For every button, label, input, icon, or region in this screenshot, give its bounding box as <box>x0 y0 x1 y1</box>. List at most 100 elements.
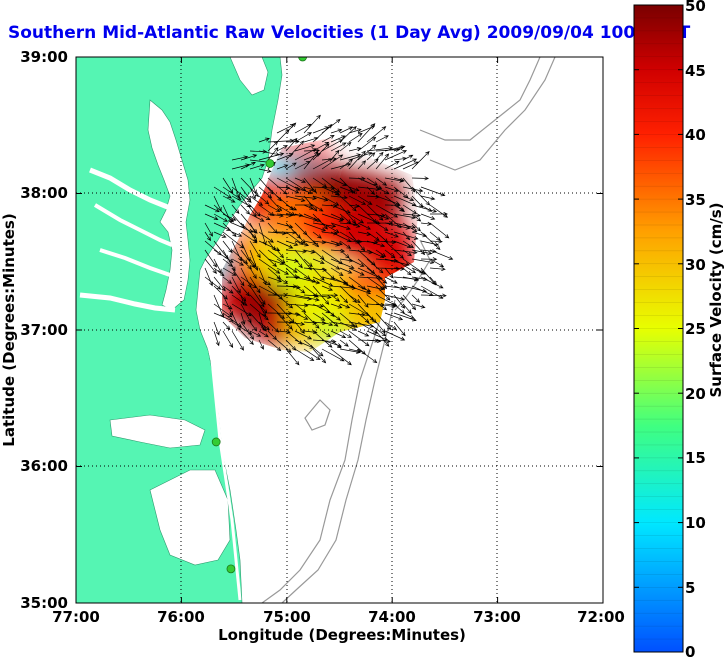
velocity-arrow <box>321 195 340 206</box>
velocity-arrow <box>312 231 322 239</box>
velocity-arrow <box>303 204 314 210</box>
velocity-arrow <box>420 293 447 298</box>
colorbar-tick-label: 50 <box>685 0 706 15</box>
velocity-arrow <box>231 276 241 294</box>
velocity-arrow <box>411 294 421 303</box>
velocity-arrow <box>258 137 270 143</box>
velocity-arrow <box>222 204 232 224</box>
velocity-arrow <box>249 276 261 294</box>
velocity-arrow <box>366 312 377 324</box>
velocity-arrow <box>312 195 329 202</box>
y-tick-label: 36:00 <box>20 457 68 475</box>
velocity-arrow <box>402 303 412 314</box>
velocity-arrow <box>330 267 344 276</box>
velocity-arrow <box>366 258 384 274</box>
velocity-arrow <box>294 240 310 247</box>
velocity-arrow <box>258 330 269 338</box>
velocity-arrow <box>303 222 327 232</box>
velocity-arrow <box>402 222 418 233</box>
y-tick-labels: 39:00 38:00 37:00 36:00 35:00 <box>20 48 68 612</box>
velocity-arrow <box>357 303 375 322</box>
velocity-arrow <box>348 150 366 170</box>
velocity-arrow <box>411 231 428 238</box>
velocity-arrow <box>411 303 426 309</box>
velocity-arrow <box>222 240 233 254</box>
velocity-arrow <box>249 303 269 321</box>
velocity-arrow <box>375 195 401 206</box>
velocity-arrow <box>330 248 346 253</box>
velocity-arrow <box>258 204 275 217</box>
velocity-arrow <box>357 285 372 292</box>
velocity-arrow <box>366 294 388 311</box>
x-tick-label: 75:00 <box>263 608 311 626</box>
velocity-arrow <box>303 231 320 248</box>
velocity-arrow <box>339 339 349 347</box>
delaware-bay <box>229 57 269 96</box>
velocity-arrow <box>411 258 435 265</box>
velocity-arrow <box>339 294 349 304</box>
velocity-arrow <box>294 148 317 161</box>
velocity-arrow <box>357 312 370 323</box>
velocity-arrow <box>330 162 352 170</box>
colorbar-tick-label: 30 <box>685 256 706 274</box>
velocity-arrow <box>312 312 326 321</box>
velocity-arrow <box>213 276 226 292</box>
velocity-arrow <box>348 128 362 134</box>
velocity-arrow <box>357 222 372 230</box>
velocity-arrow <box>384 312 404 321</box>
velocity-arrow <box>231 267 245 287</box>
velocity-arrow <box>303 186 315 192</box>
velocity-arrow <box>312 330 333 348</box>
velocity-arrow <box>402 204 418 215</box>
velocity-arrow <box>429 258 445 268</box>
velocity-arrow <box>267 140 279 152</box>
velocity-arrow <box>411 204 438 213</box>
velocity-arrow <box>294 294 320 302</box>
york-river <box>99 248 171 277</box>
velocity-arrow <box>402 186 424 193</box>
colorbar-band-lines <box>634 17 683 640</box>
velocity-arrow <box>348 132 363 143</box>
velocity-arrow <box>330 128 343 134</box>
velocity-arrow <box>375 204 399 218</box>
velocity-arrow <box>402 231 411 241</box>
velocity-arrow <box>348 186 360 192</box>
velocity-arrow <box>294 312 309 320</box>
velocity-arrow <box>321 321 334 327</box>
velocity-arrow <box>330 204 351 214</box>
velocity-arrow <box>213 213 228 222</box>
velocity-arrow <box>240 231 258 244</box>
velocity-arrow <box>276 267 289 275</box>
velocity-arrow <box>276 222 294 229</box>
velocity-arrow <box>330 142 347 152</box>
velocity-arrow <box>258 321 270 331</box>
velocity-arrow <box>339 153 362 161</box>
velocity-arrow <box>330 195 348 200</box>
velocity-arrow <box>249 240 261 259</box>
velocity-arrow <box>339 276 349 287</box>
y-tick-label: 39:00 <box>20 48 68 66</box>
velocity-arrow <box>420 240 440 247</box>
velocity-arrow <box>420 204 433 212</box>
velocity-arrow <box>303 213 322 222</box>
velocity-arrow <box>303 151 319 170</box>
velocity-arrow <box>204 276 222 290</box>
velocity-arrow <box>330 240 343 246</box>
velocity-arrow <box>384 150 408 161</box>
velocity-arrow <box>357 123 376 143</box>
velocity-arrow <box>321 139 344 152</box>
velocity-arrow <box>285 339 297 351</box>
velocity-arrow <box>222 276 233 284</box>
velocity-arrow <box>258 294 266 306</box>
velocity-arrow <box>357 144 377 161</box>
velocity-arrow <box>204 222 213 237</box>
velocity-arrow <box>222 258 234 267</box>
velocity-arrow <box>348 330 370 347</box>
velocity-arrow <box>393 222 416 229</box>
velocity-arrow <box>411 267 427 275</box>
velocity-arrow <box>285 240 299 246</box>
velocity-arrow <box>258 152 285 161</box>
velocity-arrow <box>330 258 355 269</box>
velocity-arrow <box>285 195 306 202</box>
velocity-arrow <box>339 158 354 170</box>
